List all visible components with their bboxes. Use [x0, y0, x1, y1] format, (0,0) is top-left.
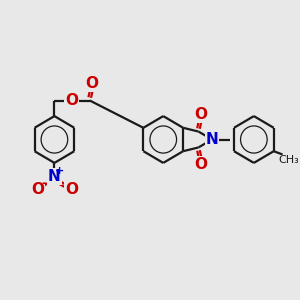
Text: +: +	[55, 166, 64, 176]
Text: O: O	[85, 76, 99, 92]
Text: CH₃: CH₃	[278, 155, 299, 165]
Text: -: -	[42, 177, 47, 190]
Text: O: O	[31, 182, 44, 197]
Text: O: O	[65, 182, 78, 197]
Text: N: N	[48, 169, 61, 184]
Text: N: N	[206, 132, 218, 147]
Text: O: O	[194, 107, 207, 122]
Text: O: O	[65, 93, 78, 108]
Text: O: O	[194, 157, 207, 172]
